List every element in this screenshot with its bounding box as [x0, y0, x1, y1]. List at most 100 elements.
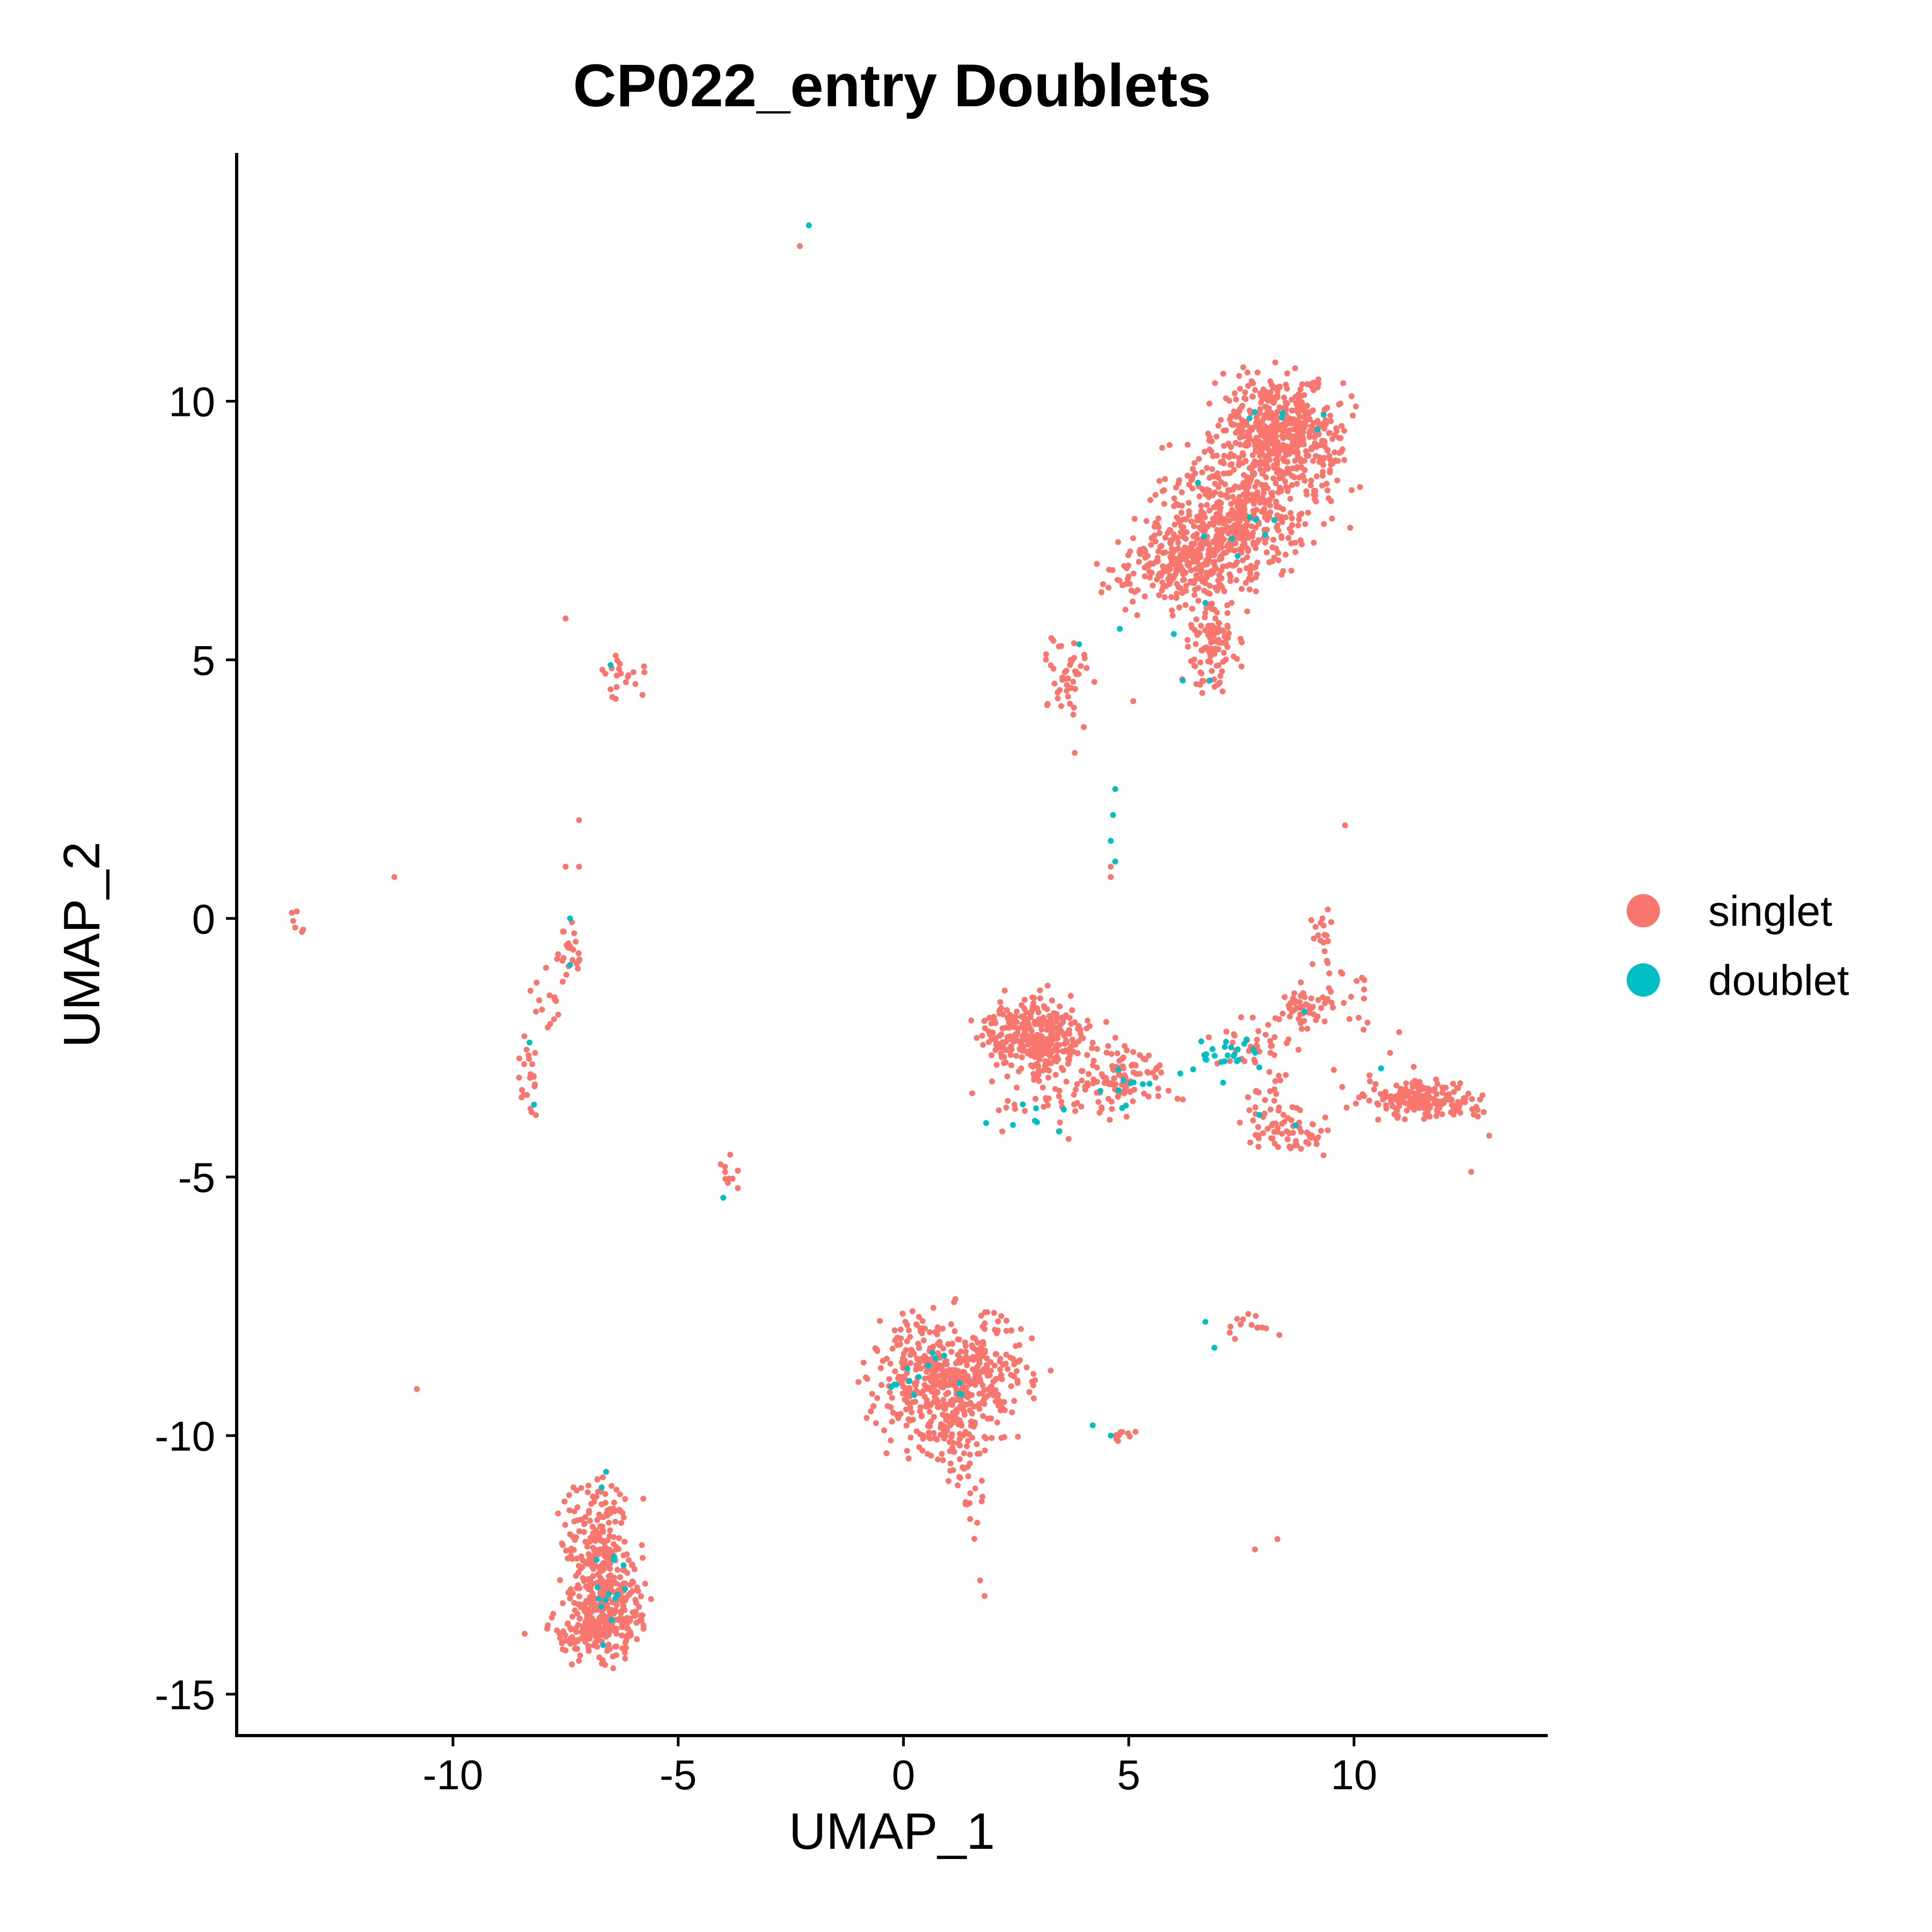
point-singlet	[941, 1436, 947, 1442]
point-singlet	[873, 1420, 879, 1426]
point-singlet	[897, 1341, 903, 1348]
point-singlet	[589, 1590, 596, 1597]
point-singlet	[948, 1414, 955, 1421]
point-singlet	[1120, 1089, 1126, 1095]
point-singlet	[608, 686, 614, 692]
point-singlet	[894, 1411, 901, 1418]
point-singlet	[968, 1018, 975, 1023]
point-doublet	[608, 662, 614, 668]
point-singlet	[1346, 1016, 1352, 1022]
point-singlet	[573, 1637, 580, 1644]
point-singlet	[979, 1494, 986, 1500]
point-singlet	[585, 1482, 591, 1489]
point-singlet	[1226, 517, 1232, 524]
point-singlet	[1285, 535, 1292, 541]
point-singlet	[1206, 400, 1212, 407]
point-singlet	[1240, 538, 1247, 544]
point-singlet	[1280, 435, 1286, 441]
point-singlet	[1206, 590, 1213, 597]
point-singlet	[1276, 475, 1283, 481]
point-singlet	[1232, 390, 1238, 397]
point-singlet	[1361, 1093, 1367, 1099]
point-singlet	[970, 1335, 976, 1341]
point-singlet	[1205, 430, 1211, 437]
point-singlet	[1202, 627, 1208, 634]
point-singlet	[1287, 510, 1294, 516]
point-singlet	[1079, 1077, 1085, 1084]
point-singlet	[1280, 568, 1286, 574]
point-singlet	[1296, 512, 1302, 518]
point-singlet	[546, 992, 553, 999]
point-singlet	[1244, 554, 1250, 560]
point-singlet	[1216, 582, 1222, 589]
point-singlet	[1202, 610, 1209, 616]
point-singlet	[1109, 1106, 1115, 1112]
point-singlet	[573, 939, 579, 945]
point-singlet	[1272, 1078, 1278, 1084]
point-singlet	[999, 1128, 1006, 1135]
point-singlet	[1055, 690, 1061, 696]
point-singlet	[967, 1516, 974, 1522]
point-singlet	[1039, 1042, 1045, 1048]
point-singlet	[950, 1440, 956, 1446]
point-singlet	[576, 956, 583, 963]
point-singlet	[1218, 500, 1224, 507]
point-singlet	[1140, 1056, 1146, 1062]
point-singlet	[1435, 1103, 1441, 1109]
point-doublet	[1206, 677, 1213, 684]
point-singlet	[614, 672, 620, 679]
point-singlet	[1372, 1081, 1379, 1087]
point-singlet	[613, 1626, 620, 1632]
point-singlet	[1253, 545, 1259, 551]
point-singlet	[1166, 442, 1173, 448]
point-singlet	[555, 1012, 561, 1018]
point-singlet	[1215, 422, 1221, 429]
point-singlet	[1281, 458, 1287, 464]
point-singlet	[918, 1328, 924, 1334]
point-singlet	[577, 1565, 584, 1572]
point-singlet	[1183, 588, 1189, 594]
point-singlet	[1309, 961, 1316, 967]
point-singlet	[1227, 451, 1234, 457]
point-singlet	[1252, 484, 1258, 490]
point-singlet	[1227, 470, 1233, 476]
point-singlet	[1411, 1078, 1418, 1084]
point-singlet	[996, 1107, 1002, 1114]
point-singlet	[1175, 535, 1181, 541]
point-singlet	[1319, 482, 1325, 489]
point-doublet	[567, 915, 573, 921]
point-singlet	[1314, 1013, 1321, 1020]
point-singlet	[590, 1530, 596, 1536]
point-singlet	[1192, 470, 1198, 477]
point-doublet	[1262, 531, 1268, 538]
point-singlet	[1455, 1085, 1461, 1091]
point-singlet	[1052, 1086, 1058, 1092]
point-singlet	[1300, 473, 1306, 480]
point-singlet	[1098, 589, 1104, 595]
point-singlet	[1238, 1014, 1245, 1020]
point-singlet	[938, 1424, 943, 1431]
y-tick-label: 10	[169, 378, 215, 426]
point-singlet	[566, 1492, 572, 1498]
point-singlet	[1108, 863, 1114, 870]
point-singlet	[591, 1605, 598, 1611]
point-singlet	[1277, 1077, 1284, 1084]
point-singlet	[1000, 1011, 1006, 1018]
point-singlet	[597, 1625, 604, 1631]
point-singlet	[1382, 1089, 1389, 1095]
point-singlet	[629, 1562, 635, 1568]
point-singlet	[969, 1342, 975, 1349]
point-doublet	[1234, 553, 1241, 559]
point-singlet	[1150, 1070, 1156, 1076]
point-singlet	[1350, 412, 1356, 419]
point-singlet	[1075, 671, 1082, 677]
point-singlet	[1343, 1104, 1350, 1111]
point-doublet	[720, 1195, 727, 1201]
point-singlet	[1032, 1377, 1038, 1383]
point-singlet	[961, 1369, 968, 1375]
point-singlet	[533, 979, 540, 986]
point-singlet	[971, 1419, 978, 1425]
point-singlet	[1348, 993, 1355, 1000]
point-singlet	[1292, 433, 1298, 439]
point-singlet	[926, 1434, 932, 1440]
